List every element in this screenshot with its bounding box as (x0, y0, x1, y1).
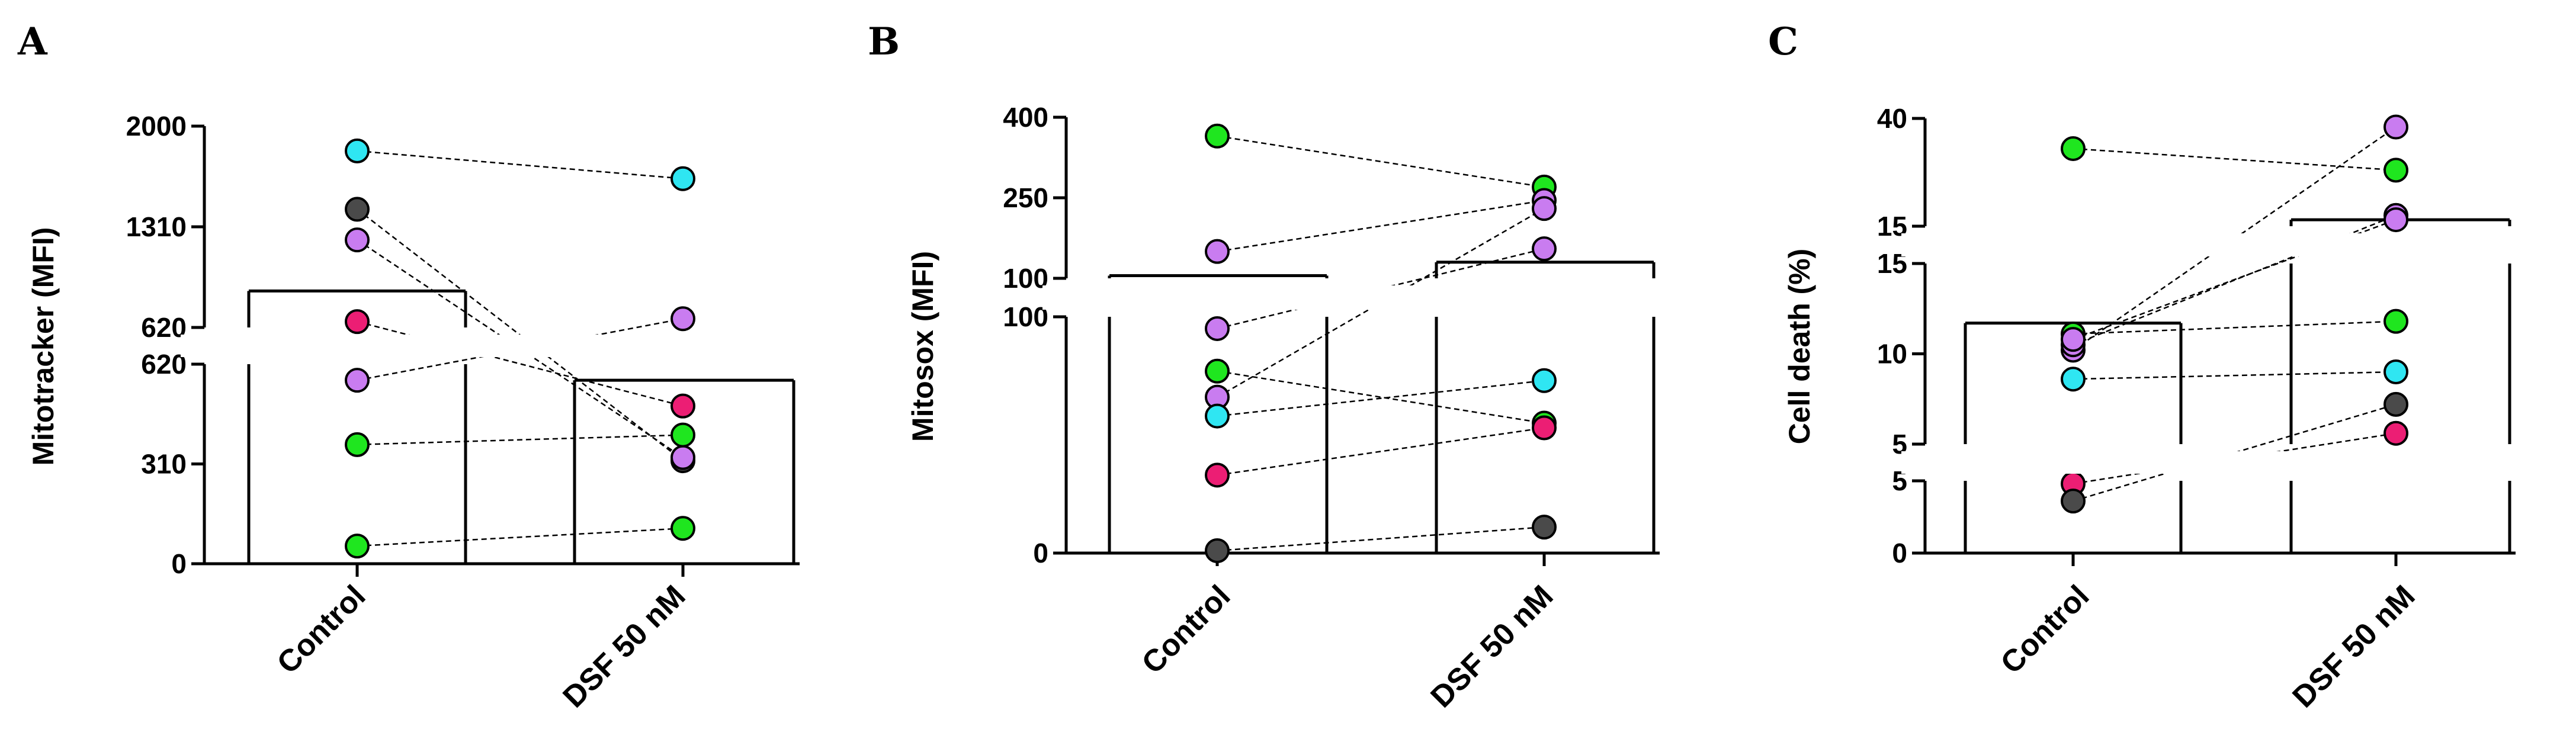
axis-break-gap-b (1042, 285, 1666, 310)
paired-line-b (1217, 427, 1545, 476)
category-label-a-dsf: DSF 50 nM (557, 579, 692, 714)
panel-letter-a: A (17, 20, 48, 64)
y-tick-label-a: 1310 (126, 211, 187, 242)
paired-line-c (2073, 147, 2397, 171)
data-point-a-green (345, 432, 370, 457)
data-point-b-green (1205, 358, 1230, 384)
y-tick-label-c: 10 (1877, 339, 1907, 370)
data-point-a-green (345, 534, 370, 559)
data-point-b-dark (1205, 538, 1230, 564)
panel-a: A Mitotracker (MFI) Control DSF 50 nM 0 3… (17, 20, 806, 714)
axis-break-gap-a (181, 335, 806, 357)
category-label-c-dsf: DSF 50 nM (2286, 579, 2422, 714)
paired-line-b (1217, 200, 1545, 252)
data-point-c-dark (2061, 489, 2086, 514)
y-tick-label-a: 0 (171, 548, 187, 579)
data-point-b-dark (1532, 515, 1557, 540)
y-tick-label-a: 620 (141, 312, 187, 343)
data-point-b-violet (1532, 236, 1557, 262)
y-tick-label-a: 2000 (126, 111, 187, 142)
category-label-b-control: Control (1135, 579, 1237, 680)
y-tick-label-b: 100 (1003, 263, 1048, 294)
paired-line-b (1217, 248, 1545, 330)
data-point-c-green (2383, 309, 2408, 334)
data-point-b-magenta (1205, 462, 1230, 488)
data-point-c-magenta (2383, 420, 2408, 446)
panel-b: B Mitosox (MFI) Control DSF 50 nM 0 100 10… (868, 20, 1666, 714)
paired-line-b (1217, 526, 1545, 552)
data-point-a-violet (345, 227, 370, 253)
paired-line-c (2073, 320, 2397, 335)
data-point-c-green (2061, 136, 2086, 161)
data-point-c-green (2383, 158, 2408, 183)
data-point-c-dark (2383, 391, 2408, 417)
panel-letter-c: C (1768, 20, 1798, 64)
data-point-a-cyan (345, 138, 370, 163)
category-label-c-control: Control (1994, 579, 2096, 680)
paired-line-a (357, 527, 684, 547)
y-tick-label-b: 250 (1003, 182, 1048, 213)
data-point-a-violet (345, 368, 370, 393)
paired-line-b (1217, 135, 1545, 188)
data-point-c-cyan (2061, 367, 2086, 392)
data-point-b-magenta (1532, 415, 1557, 441)
data-point-b-violet (1205, 316, 1230, 341)
paired-line-c (2073, 403, 2397, 502)
paired-line-a (357, 434, 684, 446)
data-point-a-violet (671, 306, 695, 332)
paired-line-a (357, 150, 684, 179)
y-tick-label-b: 100 (1003, 301, 1048, 332)
category-label-b-dsf: DSF 50 nM (1425, 579, 1560, 714)
data-point-a-magenta (671, 393, 695, 419)
y-tick-label-a: 310 (141, 449, 187, 480)
y-axis-title-a: Mitotracker (MFI) (27, 227, 60, 466)
y-axis-title-b: Mitosox (MFI) (906, 251, 939, 442)
data-point-a-cyan (671, 166, 695, 191)
paired-line-b (1217, 380, 1545, 417)
panel-c: C Cell death (%) Control DSF 50 nM 05510… (1768, 20, 2522, 714)
data-point-c-cyan (2383, 359, 2408, 384)
y-tick-label-c: 40 (1877, 103, 1907, 134)
data-point-b-violet (1532, 196, 1557, 221)
data-point-a-magenta (345, 309, 370, 335)
data-point-a-violet (671, 445, 695, 470)
axis-break-gap-c (1901, 451, 2522, 474)
y-tick-label-b: 0 (1033, 538, 1048, 568)
data-point-c-violet (2383, 114, 2408, 140)
paired-line-b (1217, 370, 1545, 424)
data-point-a-green (671, 422, 695, 448)
data-point-a-dark (345, 197, 370, 222)
y-tick-label-a: 620 (141, 349, 187, 380)
paired-line-c (2073, 371, 2397, 380)
data-point-b-green (1205, 123, 1230, 149)
category-label-a-control: Control (271, 579, 373, 680)
data-point-c-violet (2061, 327, 2086, 352)
axis-break-gap-c (1901, 233, 2522, 256)
data-point-b-cyan (1205, 403, 1230, 429)
data-point-a-green (671, 516, 695, 541)
data-point-b-cyan (1532, 368, 1557, 393)
panel-letter-b: B (868, 20, 900, 64)
data-point-b-violet (1205, 239, 1230, 264)
paired-line-a (357, 317, 684, 381)
y-tick-label-b: 400 (1003, 102, 1048, 133)
y-tick-label-c: 0 (1892, 538, 1907, 568)
data-point-c-violet (2383, 207, 2408, 233)
y-axis-title-c: Cell death (%) (1783, 249, 1816, 445)
